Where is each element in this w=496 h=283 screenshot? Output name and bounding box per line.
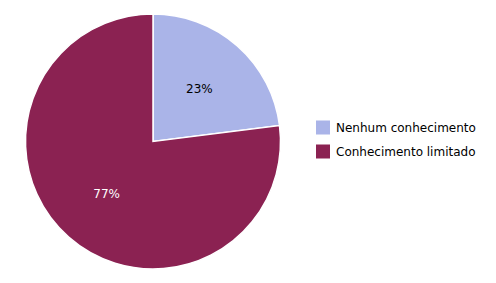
data-labels: 23% 77% (93, 82, 212, 201)
legend-swatch (316, 145, 330, 159)
legend-label: Conhecimento limitado (336, 145, 476, 159)
data-label: 23% (186, 82, 213, 96)
chart: 23% 77% Nenhum conhecimento Conhecimento li… (0, 0, 496, 283)
legend: Nenhum conhecimento Conhecimento limitado (316, 121, 476, 159)
pie-slice (153, 14, 279, 142)
pie (26, 14, 281, 269)
legend-swatch (316, 121, 330, 135)
legend-item: Conhecimento limitado (316, 145, 476, 159)
legend-label: Nenhum conhecimento (336, 121, 476, 135)
data-label: 77% (93, 187, 120, 201)
pie-slice (26, 14, 281, 269)
legend-item: Nenhum conhecimento (316, 121, 476, 135)
